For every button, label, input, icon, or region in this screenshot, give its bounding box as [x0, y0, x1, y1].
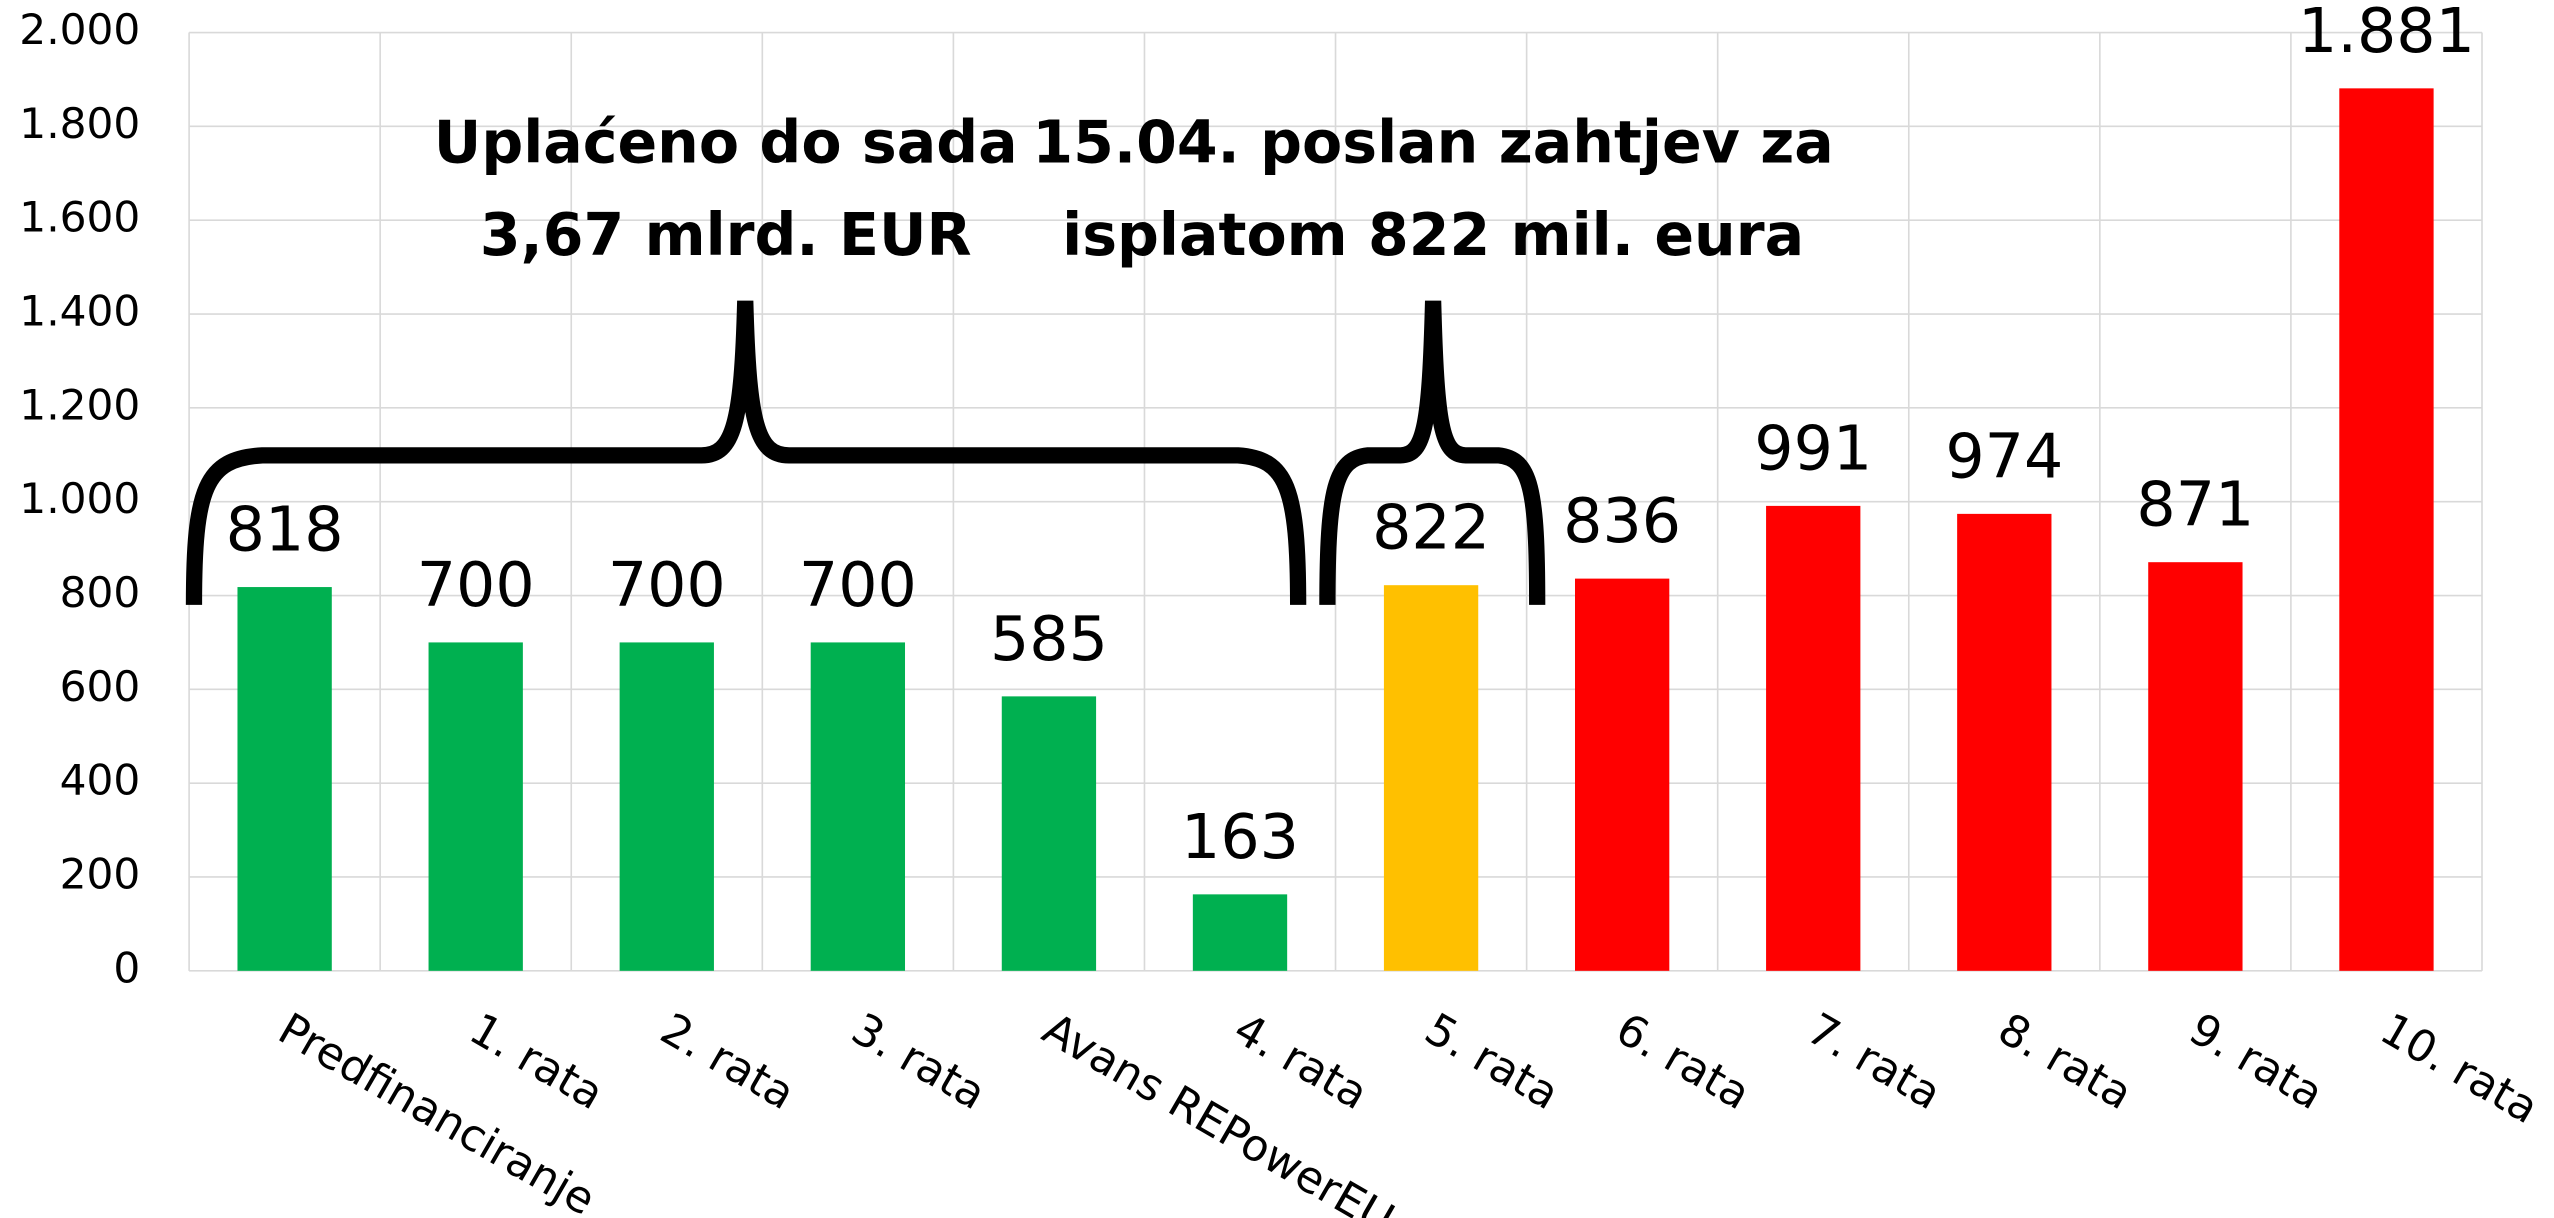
data-label: 974 [1945, 420, 2063, 492]
data-label: 1.881 [2298, 0, 2475, 67]
y-tick-label: 1.800 [19, 99, 140, 148]
annotation: Uplaćeno do sada [434, 108, 1018, 176]
data-label: 700 [608, 549, 726, 621]
x-tick-label: 10. rata [2372, 1003, 2547, 1134]
data-label: 700 [799, 549, 917, 621]
data-label: 991 [1754, 412, 1872, 484]
y-tick-label: 1.400 [19, 287, 140, 336]
x-tick-label: 1. rata [461, 1003, 612, 1120]
data-label: 700 [417, 549, 535, 621]
data-label: 163 [1181, 801, 1299, 873]
bar [1383, 585, 1479, 971]
y-tick-label: 600 [60, 662, 141, 711]
brace [185, 300, 1307, 605]
bar [1001, 696, 1097, 971]
brace [1319, 300, 1546, 605]
y-tick-label: 200 [60, 849, 141, 898]
data-label: 871 [2136, 469, 2254, 541]
annotation: 15.04. poslan zahtjev za [1032, 108, 1833, 176]
bar [1957, 513, 2052, 971]
x-tick-label: Predfinanciranje [270, 1003, 604, 1218]
x-tick-label: 6. rata [1607, 1003, 1758, 1120]
bar [1574, 578, 1670, 971]
y-tick-label: 1.600 [19, 193, 140, 242]
annotation: isplatom 822 mil. eura [1062, 201, 1804, 269]
bar [2148, 562, 2243, 971]
data-label: 836 [1563, 485, 1681, 557]
y-tick-label: 800 [60, 568, 141, 617]
x-tick-label: 4. rata [1225, 1003, 1376, 1120]
bar [2339, 88, 2434, 971]
annotation: 3,67 mlrd. EUR [480, 201, 972, 269]
x-tick-label: 2. rata [652, 1003, 803, 1120]
data-label: 818 [226, 493, 344, 565]
bar [619, 642, 714, 971]
y-tick-label: 0 [113, 943, 140, 992]
bar [428, 642, 523, 971]
bar [237, 587, 332, 971]
x-tick-label: 5. rata [1416, 1003, 1567, 1120]
data-label: 822 [1372, 492, 1490, 564]
x-tick-label: 7. rata [1798, 1003, 1949, 1120]
x-tick-label: 9. rata [2181, 1003, 2332, 1120]
data-label: 585 [990, 603, 1108, 675]
y-tick-label: 400 [60, 756, 141, 805]
x-tick-label: 3. rata [843, 1003, 994, 1120]
x-tick-label: 8. rata [1990, 1003, 2141, 1120]
y-tick-label: 2.000 [19, 5, 140, 54]
y-tick-label: 1.200 [19, 380, 140, 429]
bar [810, 642, 906, 971]
y-tick-label: 1.000 [19, 474, 140, 523]
bar [1192, 894, 1288, 971]
bar [1766, 505, 1861, 971]
